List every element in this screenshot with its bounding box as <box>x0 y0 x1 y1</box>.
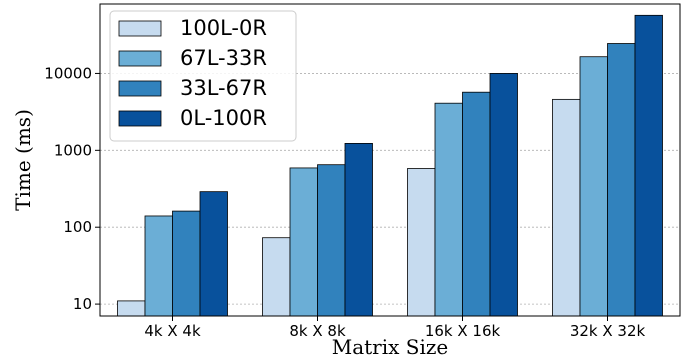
legend-label: 33L-67R <box>180 76 267 100</box>
legend-swatch <box>118 20 162 37</box>
plot-frame <box>99 3 681 317</box>
y-tick-label: 100 <box>63 218 92 236</box>
legend-swatch <box>118 50 162 67</box>
y-tick-label: 1000 <box>54 141 92 159</box>
legend-label: 0L-100R <box>180 106 267 130</box>
bar <box>117 300 146 317</box>
x-tick-label: 4k X 4k <box>144 322 201 340</box>
bar <box>172 210 201 317</box>
x-tick-label: 8k X 8k <box>289 322 346 340</box>
bar <box>489 73 518 317</box>
y-axis: 10 100 1000 10000 <box>44 64 100 313</box>
bar <box>407 168 436 317</box>
bar <box>552 98 581 317</box>
bar <box>199 191 228 317</box>
bar <box>289 167 318 317</box>
y-tick-label: 10000 <box>44 64 92 82</box>
y-tick-label: 10 <box>73 295 92 313</box>
legend: 100L-0R 67L-33R 33L-67R 0L-100R <box>109 10 297 142</box>
bar <box>317 164 346 317</box>
bar <box>607 43 636 317</box>
bar <box>144 215 173 317</box>
legend-swatch <box>118 110 162 127</box>
x-axis-label: Matrix Size <box>332 335 449 359</box>
bars <box>117 14 663 317</box>
bar <box>462 91 491 317</box>
bar <box>634 14 663 317</box>
bar <box>262 237 291 317</box>
legend-label: 67L-33R <box>180 46 267 70</box>
bar <box>344 143 373 317</box>
x-axis: 4k X 4k 8k X 8k 16k X 16k 32k X 32k <box>144 316 645 340</box>
legend-swatch <box>118 80 162 97</box>
bar <box>579 56 608 317</box>
x-tick-label: 16k X 16k <box>425 322 501 340</box>
y-axis-label: Time (ms) <box>11 109 35 211</box>
x-tick-label: 32k X 32k <box>570 322 646 340</box>
bar <box>434 102 463 317</box>
legend-box <box>109 10 297 142</box>
legend-label: 100L-0R <box>180 16 267 40</box>
